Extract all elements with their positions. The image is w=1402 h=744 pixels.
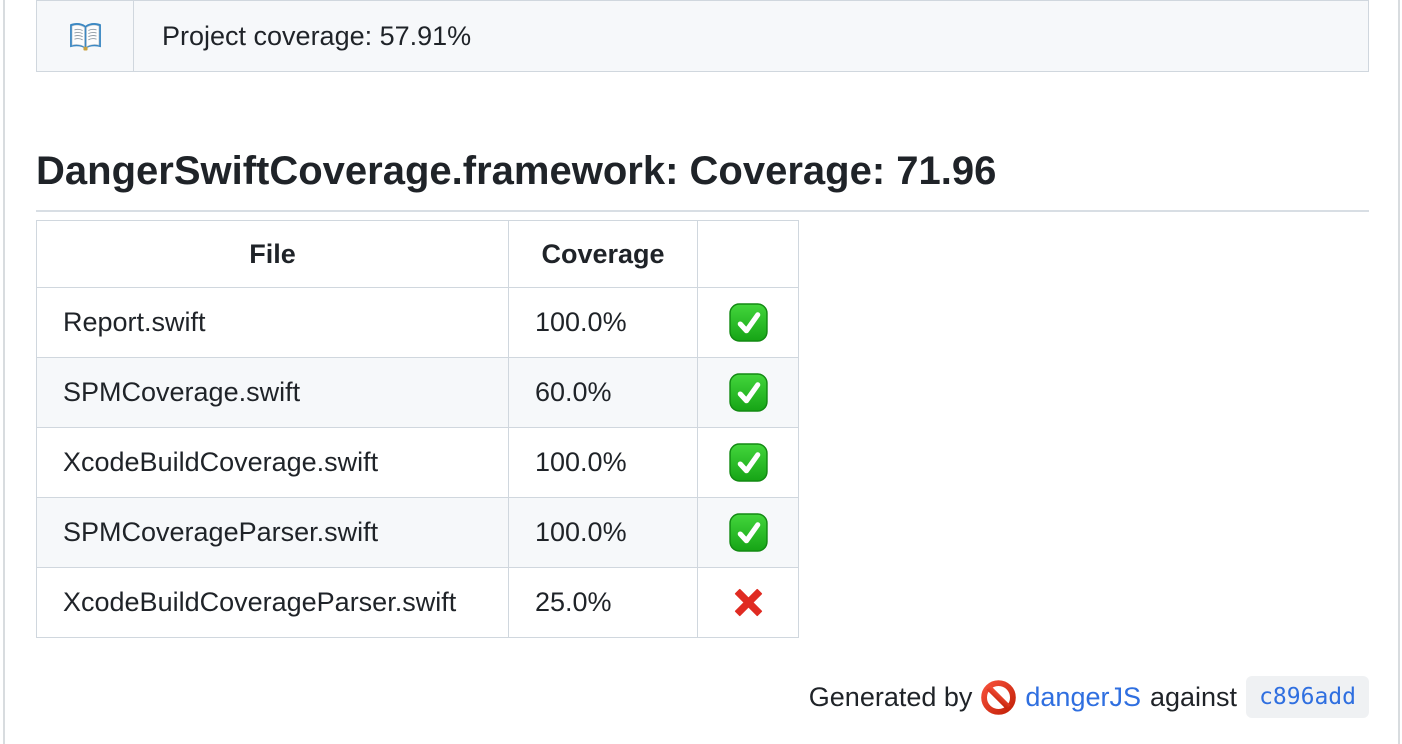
file-cell: Report.swift (36, 287, 509, 358)
file-cell: SPMCoverageParser.swift (36, 497, 509, 568)
project-coverage-label: Project coverage: 57.91% (162, 20, 472, 51)
check-icon (728, 303, 768, 342)
file-cell: SPMCoverage.swift (36, 357, 509, 428)
coverage-cell: 100.0% (508, 497, 698, 568)
open-book-icon (68, 21, 103, 52)
page-title: DangerSwiftCoverage.framework: Coverage:… (36, 146, 1369, 212)
table-row: SPMCoverageParser.swift 100.0% (36, 497, 799, 568)
dangerjs-link[interactable]: dangerJS (1025, 681, 1141, 712)
coverage-cell: 25.0% (508, 567, 698, 638)
check-icon (728, 373, 768, 412)
commit-link[interactable]: c896add (1246, 676, 1369, 718)
summary-icon-cell (37, 1, 134, 71)
status-column-header (697, 220, 799, 288)
status-cell (697, 287, 799, 358)
table-header-row: File Coverage (36, 220, 799, 288)
coverage-cell: 100.0% (508, 287, 698, 358)
file-column-header: File (36, 220, 509, 288)
footer-prefix-text: Generated by (808, 681, 973, 712)
file-cell: XcodeBuildCoverageParser.swift (36, 567, 509, 638)
check-icon (728, 443, 768, 482)
table-row: Report.swift 100.0% (36, 287, 799, 358)
coverage-cell: 60.0% (508, 357, 698, 428)
table-row: XcodeBuildCoverage.swift 100.0% (36, 427, 799, 498)
comment-border-left (3, 0, 5, 744)
file-cell: XcodeBuildCoverage.swift (36, 427, 509, 498)
coverage-table: File Coverage Report.swift 100.0% SPMCove… (36, 220, 799, 638)
footer-against-text: against (1149, 681, 1238, 712)
danger-footer: Generated by dangerJS against c896add (809, 673, 1369, 721)
project-coverage-row: Project coverage: 57.91% (36, 0, 1369, 72)
check-icon (728, 513, 768, 552)
table-row: XcodeBuildCoverageParser.swift 25.0% (36, 567, 799, 638)
coverage-cell: 100.0% (508, 427, 698, 498)
status-cell (697, 357, 799, 428)
status-cell (697, 427, 799, 498)
cross-icon (730, 584, 767, 621)
comment-border-right (1398, 0, 1400, 744)
coverage-column-header: Coverage (508, 220, 698, 288)
status-cell (697, 497, 799, 568)
prohibited-icon (981, 679, 1017, 715)
table-row: SPMCoverage.swift 60.0% (36, 357, 799, 428)
status-cell (697, 567, 799, 638)
coverage-table-body: Report.swift 100.0% SPMCoverage.swift 60.0… (36, 287, 799, 638)
